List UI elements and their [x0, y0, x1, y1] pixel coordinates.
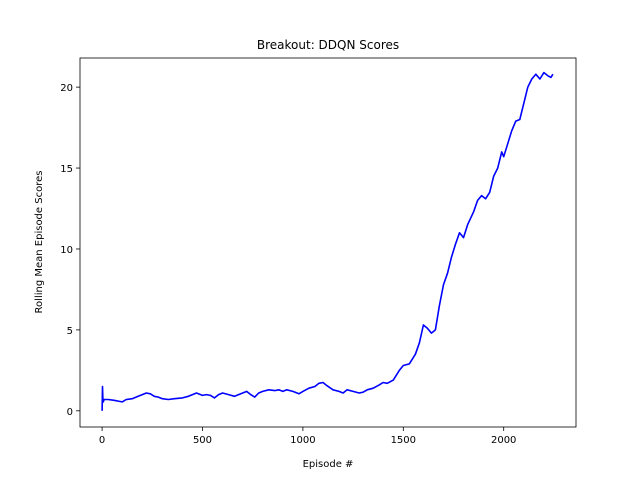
- x-tick-label: 1500: [391, 435, 416, 446]
- plot-area: 0 500 1000 1500 2000 0 5 10 15 20: [60, 57, 577, 446]
- x-axis-label: Episode #: [303, 459, 354, 470]
- plot-frame: [79, 57, 577, 428]
- x-tick-label: 500: [193, 435, 212, 446]
- y-axis: 0 5 10 15 20: [60, 83, 80, 418]
- y-tick-label: 0: [67, 407, 73, 418]
- x-tick-label: 0: [99, 435, 105, 446]
- y-tick-label: 10: [60, 245, 73, 256]
- chart-title: Breakout: DDQN Scores: [257, 38, 399, 52]
- series-line: [101, 71, 554, 411]
- y-tick-label: 5: [67, 326, 73, 337]
- y-tick-label: 20: [60, 83, 73, 94]
- y-axis-label: Rolling Mean Episode Scores: [34, 171, 45, 314]
- x-tick-label: 1000: [290, 435, 315, 446]
- x-tick-label: 2000: [491, 435, 516, 446]
- y-tick-label: 15: [60, 164, 73, 175]
- x-axis: 0 500 1000 1500 2000: [99, 427, 516, 446]
